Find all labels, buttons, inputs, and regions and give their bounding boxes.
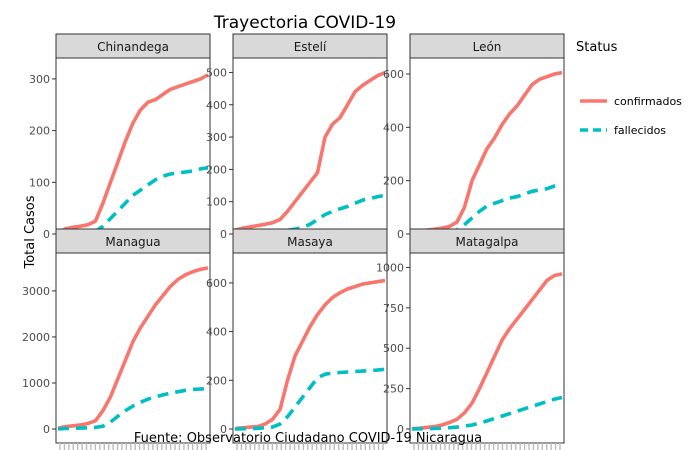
y-tick-label: 400 bbox=[383, 121, 404, 134]
series-line-confirmados bbox=[57, 266, 209, 430]
y-tick-label: 0 bbox=[220, 423, 227, 436]
y-axis-label: Total Casos bbox=[23, 195, 38, 269]
legend-item-fallecidos: fallecidos bbox=[580, 124, 666, 137]
legend-label: confirmados bbox=[614, 95, 682, 108]
legend-label: fallecidos bbox=[614, 124, 666, 137]
y-tick-label: 300 bbox=[29, 73, 50, 86]
series-line-confirmados bbox=[411, 272, 563, 431]
x-tick-band bbox=[59, 443, 207, 450]
chart-title: Trayectoria COVID-19 bbox=[213, 13, 396, 33]
panel-plot-area bbox=[232, 57, 388, 249]
facet-panels: Chinandega 0 100 200 300 Estelí 0 100 200 300 400 5… bbox=[22, 33, 565, 450]
y-tick-label: 400 bbox=[206, 326, 227, 339]
panel-strip-label: Managua bbox=[105, 235, 160, 249]
panel-chinandega: Chinandega 0 100 200 300 bbox=[29, 33, 211, 257]
series-line-confirmados bbox=[234, 70, 386, 232]
panel-plot-area bbox=[232, 252, 388, 444]
series-line-confirmados bbox=[57, 73, 209, 235]
panel-strip-label: Matagalpa bbox=[455, 235, 518, 249]
legend-title: Status bbox=[576, 40, 618, 55]
panel-strip-label: León bbox=[473, 40, 502, 54]
y-tick-label: 100 bbox=[206, 196, 227, 209]
series-line-fallecidos bbox=[234, 367, 386, 431]
panel-strip bbox=[409, 228, 565, 254]
panel-strip bbox=[232, 228, 388, 254]
y-tick-label: 0 bbox=[397, 228, 404, 241]
panel-esteli: Estelí 0 100 200 300 400 500 bbox=[206, 33, 388, 257]
legend: Status confirmados fallecidos bbox=[576, 40, 682, 137]
y-tick-label: 0 bbox=[220, 228, 227, 241]
panel-strip-label: Masaya bbox=[287, 235, 333, 249]
x-tick-band bbox=[413, 443, 561, 450]
y-tick-label: 200 bbox=[206, 374, 227, 387]
y-tick-label: 600 bbox=[383, 68, 404, 81]
series-line-fallecidos bbox=[57, 386, 209, 431]
series-line-fallecidos bbox=[411, 395, 563, 431]
panel-strip-label: Chinandega bbox=[97, 40, 169, 54]
y-tick-label: 1000 bbox=[22, 377, 50, 390]
y-tick-label: 1000 bbox=[376, 261, 404, 274]
panel-plot-area bbox=[409, 252, 565, 444]
panel-strip bbox=[55, 33, 211, 59]
y-tick-label: 3000 bbox=[22, 285, 50, 298]
y-tick-label: 0 bbox=[397, 423, 404, 436]
panel-matagalpa: Matagalpa 0 250 500 750 1000 bbox=[376, 228, 565, 450]
chart-caption: Fuente: Observatorio Ciudadano COVID-19 … bbox=[134, 431, 482, 446]
y-tick-label: 200 bbox=[383, 175, 404, 188]
y-tick-label: 300 bbox=[206, 131, 227, 144]
panel-leon: León 0 200 400 600 bbox=[383, 33, 565, 257]
panel-strip bbox=[232, 33, 388, 59]
y-tick-label: 200 bbox=[29, 125, 50, 138]
panel-strip-label: Estelí bbox=[294, 40, 327, 54]
series-line-confirmados bbox=[234, 278, 386, 431]
y-tick-label: 250 bbox=[383, 383, 404, 396]
y-tick-label: 100 bbox=[29, 176, 50, 189]
panel-plot-area bbox=[55, 57, 211, 249]
y-tick-label: 0 bbox=[43, 423, 50, 436]
y-tick-label: 500 bbox=[383, 342, 404, 355]
y-tick-label: 200 bbox=[206, 163, 227, 176]
panel-strip bbox=[409, 33, 565, 59]
y-tick-label: 500 bbox=[206, 66, 227, 79]
y-tick-label: 600 bbox=[206, 277, 227, 290]
y-tick-label: 750 bbox=[383, 302, 404, 315]
panel-plot-area bbox=[55, 252, 211, 444]
panel-strip bbox=[55, 228, 211, 254]
panel-plot-area bbox=[409, 57, 565, 249]
panel-masaya: Masaya 0 200 400 600 bbox=[206, 228, 388, 450]
y-tick-label: 400 bbox=[206, 99, 227, 112]
x-tick-band bbox=[236, 443, 384, 450]
y-tick-label: 2000 bbox=[22, 331, 50, 344]
y-tick-label: 0 bbox=[43, 228, 50, 241]
panel-managua: Managua 0 1000 2000 3000 bbox=[22, 228, 211, 450]
legend-item-confirmados: confirmados bbox=[580, 95, 682, 108]
